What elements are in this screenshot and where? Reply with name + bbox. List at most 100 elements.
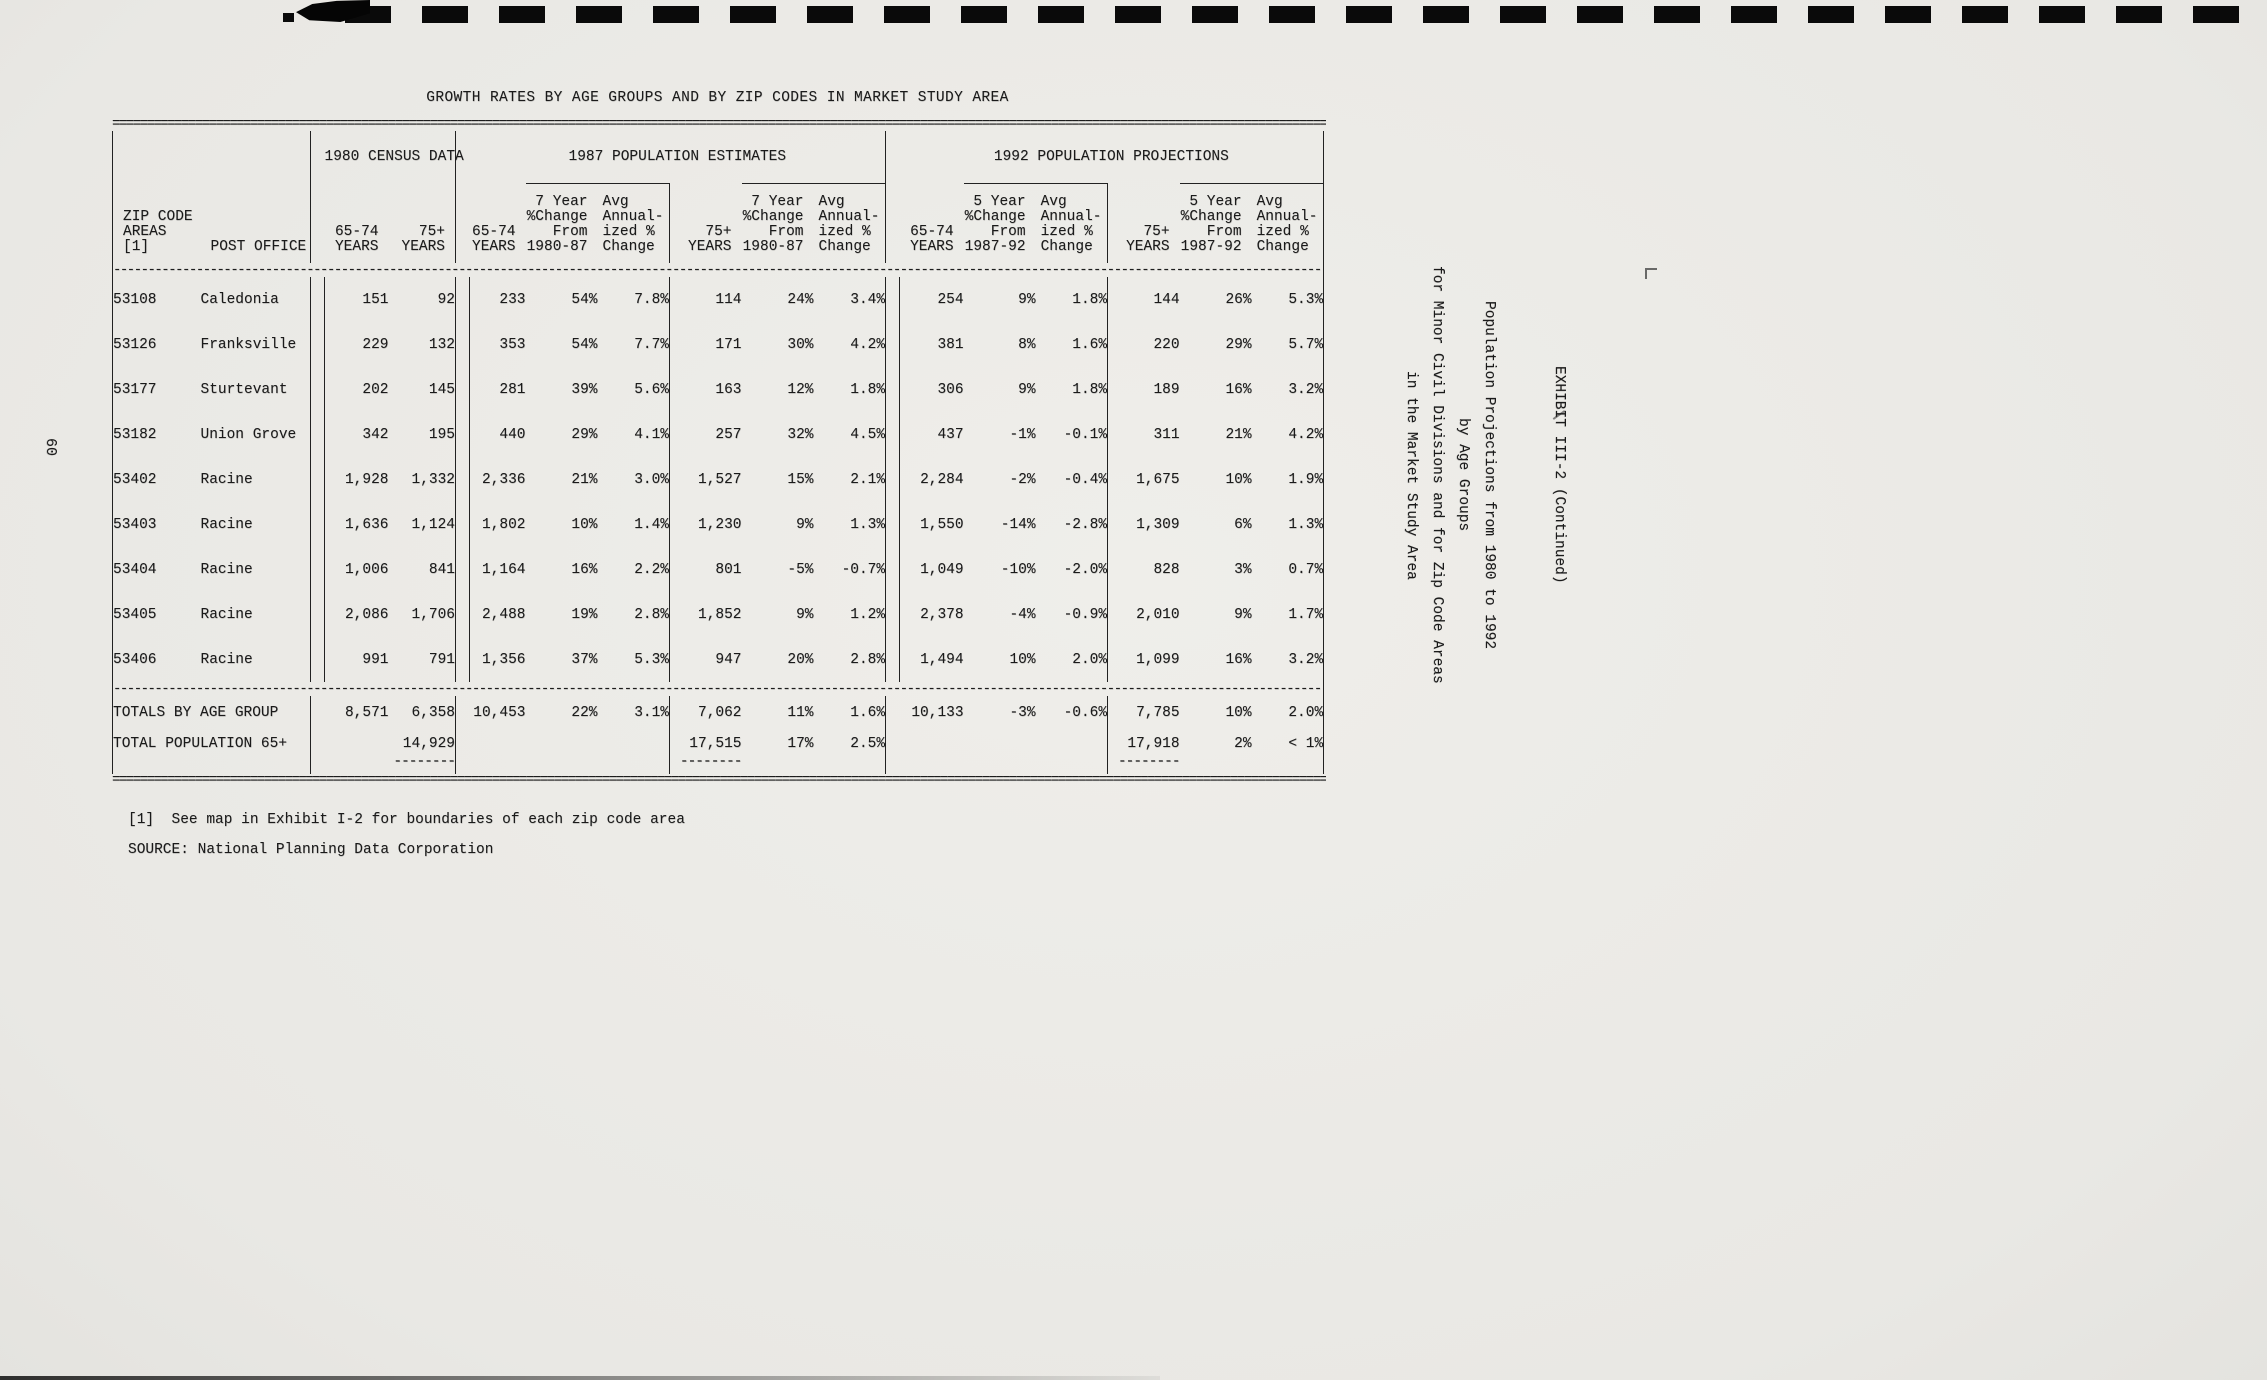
blank-cell	[814, 758, 886, 774]
group-header-1980-census: 1980 CENSUS DATA	[324, 149, 464, 165]
value-cell: 16%	[571, 561, 598, 578]
value-cell: 12%	[787, 381, 814, 398]
value-cell: 841	[428, 561, 456, 578]
column-separator	[885, 592, 901, 637]
header-dashed-rule-row: ----------------------------------------…	[113, 263, 1324, 277]
value-cell: 828	[1153, 561, 1180, 578]
col-header-1987-75plus-change: 7 Year %Change From 1980-87	[741, 182, 814, 263]
column-separator	[310, 730, 325, 758]
col-header-1987-65-74-change: 7 Year %Change From 1980-87	[525, 182, 598, 263]
value-cell: 29%	[1225, 336, 1252, 353]
column-separator	[1107, 367, 1116, 412]
value-cell: 6,358	[411, 705, 456, 721]
value-cell: 281	[499, 381, 526, 398]
column-separator	[310, 502, 325, 547]
dashed-rule: ----------------------------------------…	[113, 264, 1323, 276]
value-cell: 8,571	[344, 705, 389, 721]
blank-cell	[113, 131, 311, 183]
value-cell: 342	[362, 426, 389, 443]
value-cell: 1,928	[344, 471, 389, 488]
value-cell: 947	[715, 651, 742, 668]
col-header-1987-65-74-annualized: Avg Annual- ized % Change	[597, 182, 670, 263]
totals-underline-row: -------- -------- --------	[113, 754, 1324, 774]
scan-edge-shadow	[0, 1376, 1160, 1380]
column-separator	[455, 730, 470, 758]
value-cell: 2,378	[920, 606, 964, 623]
total-population-row: TOTAL POPULATION 65+ 14,929 17,515 17% 2.5% 1…	[113, 730, 1324, 758]
value-cell: 2,086	[344, 606, 389, 623]
value-cell: 37%	[571, 651, 598, 668]
value-cell: 171	[715, 336, 742, 353]
value-cell	[964, 730, 1036, 758]
value-cell: 306	[937, 381, 964, 398]
value-cell: 1,049	[920, 561, 964, 578]
column-separator	[1107, 730, 1116, 758]
value-cell: -0.4%	[1063, 471, 1108, 488]
total-underline: --------	[1117, 754, 1181, 770]
column-separator	[455, 277, 471, 322]
column-separator	[885, 547, 901, 592]
col-header-1987-75plus: 75+ YEARS	[688, 224, 732, 255]
column-separator	[455, 457, 471, 502]
value-cell	[526, 730, 598, 758]
ink-dot-artifact	[283, 13, 294, 22]
column-separator	[669, 592, 678, 637]
value-cell: 991	[362, 651, 389, 668]
value-cell: 4.2%	[850, 336, 886, 353]
value-cell: 1.6%	[1072, 336, 1108, 353]
zip-cell: 53404	[113, 561, 157, 578]
value-cell: 20%	[787, 651, 814, 668]
column-header-row: ZIP CODE AREAS [1] POST OFFICE 65-74 YEA…	[113, 182, 1324, 263]
value-cell: 9%	[1018, 291, 1036, 308]
column-separator	[1107, 322, 1116, 367]
column-separator	[1107, 502, 1116, 547]
column-separator	[669, 502, 678, 547]
value-cell: 9%	[1234, 606, 1252, 623]
blank-cell	[1180, 758, 1252, 774]
value-cell: 1.8%	[1072, 381, 1108, 398]
value-cell: 1,356	[482, 651, 526, 668]
value-cell: 16%	[1225, 651, 1252, 668]
value-cell: 1,675	[1136, 471, 1180, 488]
value-cell: 2.5%	[850, 736, 886, 752]
value-cell: 1,332	[411, 471, 456, 488]
footnote: [1] See map in Exhibit I-2 for boundarie…	[128, 812, 685, 828]
total-underline: --------	[393, 754, 456, 770]
zip-cell: 53126	[113, 336, 157, 353]
blank-cell	[1252, 758, 1324, 774]
value-cell: 2.1%	[850, 471, 886, 488]
dashed-rule-cell: ----------------------------------------…	[113, 263, 1324, 277]
value-cell	[598, 730, 670, 758]
rotated-margin-notes: EXHIBIT III-2 (Continued) Population Pro…	[1398, 90, 1572, 860]
value-cell: 801	[715, 561, 742, 578]
value-cell: 2,010	[1136, 606, 1180, 623]
value-cell: 1.3%	[1288, 516, 1324, 533]
column-separator	[310, 696, 325, 730]
column-separator	[455, 412, 471, 457]
value-cell: 5.7%	[1288, 336, 1324, 353]
zip-cell: 53108	[113, 291, 157, 308]
value-cell: 2,488	[482, 606, 526, 623]
value-cell: 220	[1153, 336, 1180, 353]
value-cell: 3%	[1234, 561, 1252, 578]
value-cell: 229	[362, 336, 389, 353]
totals-label: TOTALS BY AGE GROUP	[113, 705, 279, 721]
column-separator	[455, 502, 471, 547]
column-separator	[310, 322, 325, 367]
value-cell: 7,785	[1136, 705, 1180, 721]
totals-dashed-rule-row: ----------------------------------------…	[113, 682, 1324, 696]
column-separator	[455, 758, 470, 774]
value-cell: 144	[1153, 291, 1180, 308]
value-cell: -2.8%	[1063, 516, 1108, 533]
value-cell: 54%	[571, 336, 598, 353]
blank-cell	[526, 758, 598, 774]
value-cell: 5.3%	[1288, 291, 1324, 308]
value-cell: 10%	[1225, 705, 1252, 721]
value-cell: 163	[715, 381, 742, 398]
value-cell: 11%	[787, 705, 814, 721]
blank-cell	[325, 758, 389, 774]
binding-strip	[345, 6, 2267, 23]
value-cell: -5%	[787, 561, 814, 578]
col-header-1987-75plus-annualized: Avg Annual- ized % Change	[813, 182, 886, 263]
value-cell: 2%	[1234, 736, 1252, 752]
